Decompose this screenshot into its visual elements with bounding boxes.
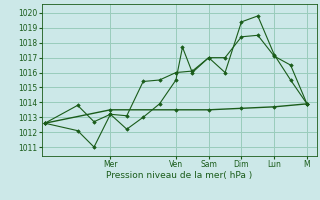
X-axis label: Pression niveau de la mer( hPa ): Pression niveau de la mer( hPa ) xyxy=(106,171,252,180)
